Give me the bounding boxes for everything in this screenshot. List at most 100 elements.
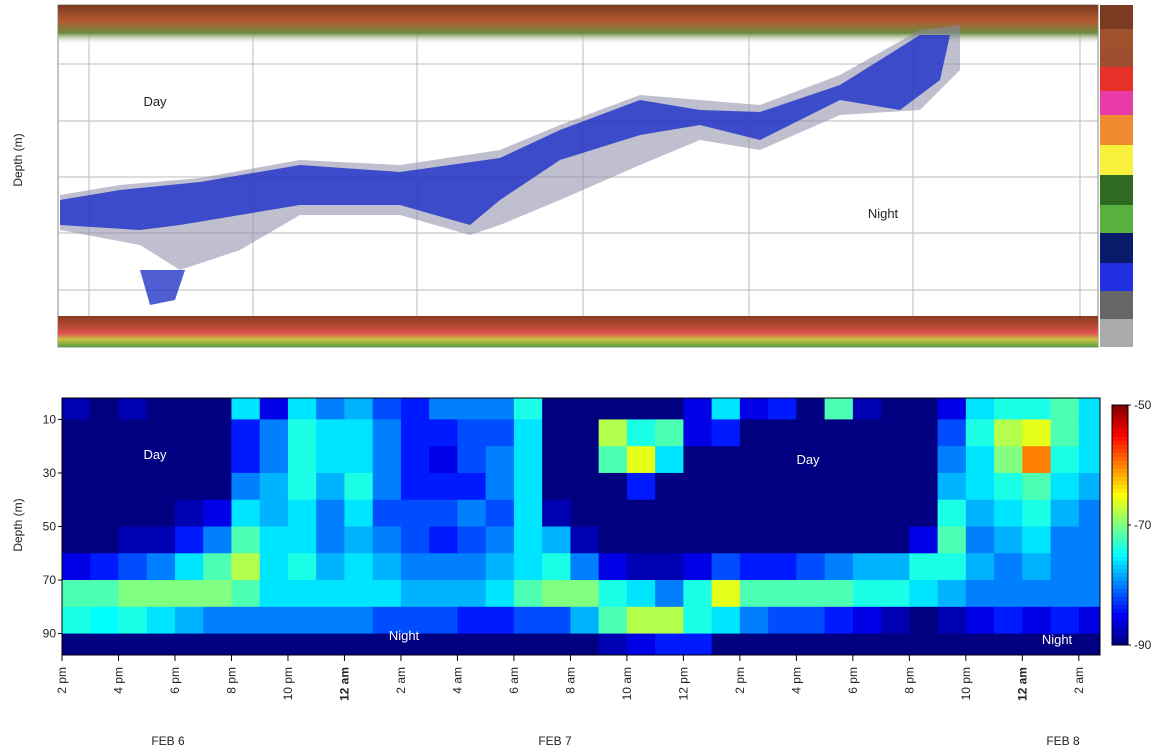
- heatmap-cell: [1022, 553, 1052, 581]
- heatmap-cell: [231, 446, 261, 474]
- heatmap-cell: [174, 580, 204, 608]
- heatmap-cell: [146, 606, 176, 635]
- heatmap-cell: [542, 472, 571, 501]
- heatmap-cell: [881, 526, 910, 554]
- heatmap-cell: [90, 446, 119, 474]
- echogram-colorbar: [1100, 5, 1133, 347]
- heatmap-cell: [598, 580, 628, 608]
- heatmap-cell: [994, 499, 1023, 527]
- x-tick-label: 8 am: [563, 667, 577, 694]
- heatmap-cell: [994, 398, 1023, 420]
- x-tick-label: 12 pm: [676, 667, 690, 700]
- heatmap-cell: [711, 398, 741, 420]
- heatmap-cell: [824, 526, 854, 554]
- heatmap-cell: [824, 472, 854, 501]
- heatmap-cell: [796, 606, 826, 635]
- heatmap-cell: [62, 526, 91, 554]
- heatmap-cell: [62, 553, 91, 581]
- heatmap-cell: [118, 553, 148, 581]
- heatmap-cell: [598, 553, 628, 581]
- colorbar-segment: [1112, 545, 1128, 550]
- heatmap-cell: [1022, 526, 1052, 554]
- heatmap-cell: [655, 553, 684, 581]
- heatmap-cell: [909, 446, 939, 474]
- heatmap-cell: [994, 553, 1023, 581]
- colorbar-segment: [1112, 533, 1128, 538]
- heatmap-cell: [1022, 499, 1052, 527]
- colorbar-segment: [1112, 437, 1128, 442]
- colorbar-segment: [1112, 421, 1128, 426]
- heatmap-cell: [570, 499, 600, 527]
- y-axis-label: Depth (m): [11, 498, 25, 551]
- scatter-layer-haze: [60, 25, 960, 270]
- colorbar-segment: [1112, 633, 1128, 638]
- heatmap-cell: [146, 472, 176, 501]
- heatmap-cell: [429, 419, 458, 447]
- heatmap-cell: [344, 553, 374, 581]
- heatmap-cell: [881, 472, 910, 501]
- heatmap-cell: [683, 580, 713, 608]
- heatmap-cell: [852, 472, 882, 501]
- heatmap-cell: [513, 398, 543, 420]
- heatmap-cell: [598, 398, 628, 420]
- colorbar-segment: [1112, 409, 1128, 414]
- heatmap-cell: [372, 553, 402, 581]
- heatmap-cell: [768, 553, 797, 581]
- heatmap-cell: [1022, 419, 1052, 447]
- deep-patch: [140, 270, 185, 305]
- heatmap-cell: [824, 398, 854, 420]
- heatmap-cell: [485, 553, 515, 581]
- heatmap-cell: [1022, 472, 1052, 501]
- heatmap-cell: [768, 419, 797, 447]
- heatmap-cell: [711, 472, 741, 501]
- heatmap-cell: [655, 606, 684, 635]
- heatmap-cell: [429, 606, 458, 635]
- colorbar-segment: [1112, 473, 1128, 478]
- heatmap-cell: [542, 526, 571, 554]
- heatmap-cell: [909, 419, 939, 447]
- heatmap-cell: [400, 580, 430, 608]
- heatmap-cell: [739, 606, 769, 635]
- heatmap-cell: [90, 553, 119, 581]
- colorbar-segment: [1112, 605, 1128, 610]
- colorbar-segment: [1112, 469, 1128, 474]
- heatmap-cell: [485, 499, 515, 527]
- heatmap-cell: [570, 606, 600, 635]
- colorbar-segment: [1112, 417, 1128, 422]
- heatmap-cell: [824, 633, 854, 656]
- heatmap-cell: [457, 398, 487, 420]
- heatmap-cell: [259, 633, 289, 656]
- colorbar-segment: [1112, 573, 1128, 578]
- heatmap-cell: [683, 499, 713, 527]
- heatmap-cell: [711, 606, 741, 635]
- heatmap-cell: [287, 606, 317, 635]
- heatmap-cell: [1078, 472, 1101, 501]
- heatmap-cell: [937, 398, 967, 420]
- heatmap-cell: [1022, 446, 1052, 474]
- colorbar-segment: [1112, 621, 1128, 626]
- heatmap-cell: [937, 499, 967, 527]
- heatmap-cell: [316, 553, 345, 581]
- heatmap-cell: [655, 633, 684, 656]
- heatmap-cell: [852, 553, 882, 581]
- heatmap-cell: [542, 606, 571, 635]
- colorbar-segment: [1112, 625, 1128, 630]
- heatmap-cell: [400, 499, 430, 527]
- colorbar-segment: [1112, 569, 1128, 574]
- heatmap-cell: [768, 633, 797, 656]
- x-tick-label: 2 am: [394, 667, 408, 694]
- heatmap-cell: [1078, 446, 1101, 474]
- heatmap-cell: [457, 606, 487, 635]
- x-tick-label: 10 pm: [959, 667, 973, 700]
- heatmap-cell: [909, 526, 939, 554]
- heatmap-cell: [203, 606, 232, 635]
- colorbar-segment: [1112, 537, 1128, 542]
- heatmap-cell: [316, 606, 345, 635]
- heatmap-cell: [881, 553, 910, 581]
- heatmap-cell: [1078, 580, 1101, 608]
- heatmap-cell: [513, 419, 543, 447]
- heatmap-cell: [316, 526, 345, 554]
- heatmap-cell: [316, 580, 345, 608]
- heatmap-cell: [598, 472, 628, 501]
- colorbar-segment: [1112, 637, 1128, 642]
